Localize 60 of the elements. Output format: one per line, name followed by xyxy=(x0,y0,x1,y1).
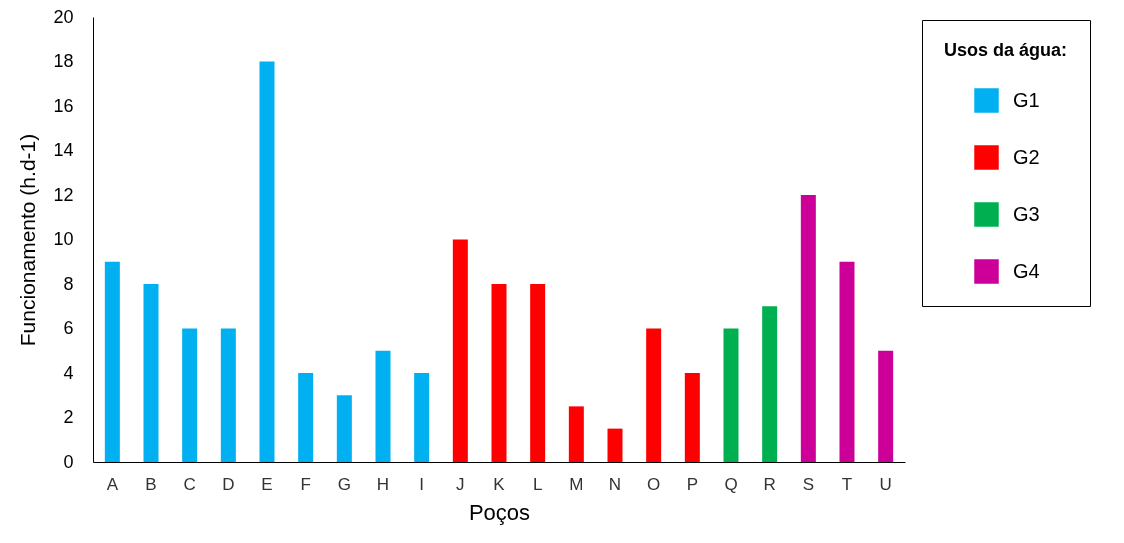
bar xyxy=(607,428,623,462)
bar xyxy=(723,328,739,462)
y-tick-label: 14 xyxy=(53,140,74,160)
x-tick-label: L xyxy=(532,474,543,494)
legend-title: Usos da água: xyxy=(944,40,1068,60)
x-tick-label: D xyxy=(222,474,235,494)
bar xyxy=(182,328,198,462)
y-tick-label: 0 xyxy=(63,451,74,472)
y-tick-label: 6 xyxy=(63,318,74,338)
y-tick-label: 20 xyxy=(53,6,74,27)
bar xyxy=(839,261,855,462)
x-tick-label: N xyxy=(608,474,622,494)
bar xyxy=(452,239,468,462)
bar xyxy=(143,284,159,462)
x-tick-label: K xyxy=(493,474,506,494)
legend-label: G4 xyxy=(1013,259,1040,282)
x-tick-label: P xyxy=(686,474,699,494)
x-tick-label: T xyxy=(841,474,853,494)
x-tick-label: S xyxy=(802,474,815,494)
y-tick-label: 10 xyxy=(53,229,74,249)
bar xyxy=(259,61,275,462)
bar xyxy=(491,284,507,462)
bar xyxy=(878,350,894,462)
x-tick-label: G xyxy=(337,474,351,494)
x-tick-label: E xyxy=(261,474,273,494)
bar xyxy=(684,373,700,462)
legend-label: G3 xyxy=(1013,202,1040,225)
x-tick-label: I xyxy=(419,474,425,494)
y-axis-title: Funcionamento (h.d-1) xyxy=(16,133,40,347)
x-tick-label: J xyxy=(456,474,465,494)
bar xyxy=(220,328,236,462)
y-tick-label: 4 xyxy=(63,362,74,383)
x-tick-label: C xyxy=(183,474,196,494)
bar xyxy=(336,395,352,462)
bar xyxy=(414,373,430,462)
legend-label: G1 xyxy=(1013,88,1040,111)
bar xyxy=(375,350,391,462)
bar xyxy=(104,261,120,462)
x-tick-label: H xyxy=(376,474,390,494)
x-tick-label: A xyxy=(106,474,119,494)
x-tick-label: M xyxy=(569,474,584,494)
y-tick-label: 16 xyxy=(53,95,74,116)
y-tick-label: 12 xyxy=(53,184,74,205)
bar xyxy=(568,406,584,462)
x-tick-label: Q xyxy=(724,474,738,494)
y-tick-label: 2 xyxy=(63,407,74,427)
y-tick-label: 18 xyxy=(53,51,74,71)
bar xyxy=(530,284,546,462)
bar xyxy=(298,373,314,462)
x-axis-title: Poços xyxy=(468,499,531,525)
bar xyxy=(646,328,662,462)
x-tick-label: U xyxy=(879,474,892,494)
bar xyxy=(800,195,816,462)
legend-label: G2 xyxy=(1013,145,1040,168)
x-tick-label: B xyxy=(145,474,157,494)
x-tick-label: O xyxy=(647,474,661,494)
x-tick-label: R xyxy=(763,474,776,494)
bar xyxy=(762,306,778,462)
x-tick-label: F xyxy=(300,474,311,494)
y-tick-label: 8 xyxy=(63,273,74,294)
